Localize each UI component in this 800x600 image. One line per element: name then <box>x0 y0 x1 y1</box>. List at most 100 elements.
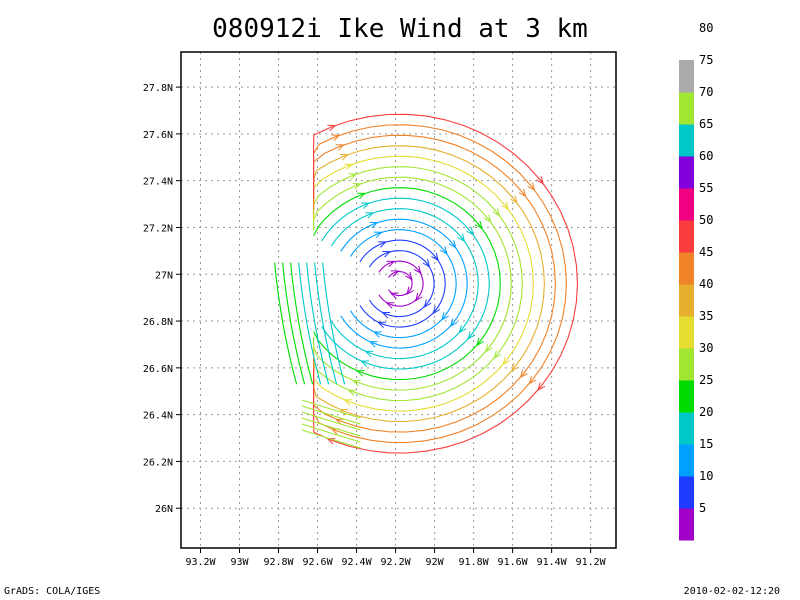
streamline-arrow <box>373 231 383 239</box>
colorbar-label: 20 <box>699 405 713 419</box>
streamline-arrow <box>415 292 423 302</box>
streamline-arrow <box>509 195 518 204</box>
y-tick-label: 26N <box>155 504 173 515</box>
streamline-arrow <box>441 312 449 321</box>
streamline-arrow <box>381 312 391 319</box>
streamline-arrow <box>390 270 400 277</box>
x-tick-label: 93W <box>230 557 249 568</box>
colorbar-label: 5 <box>699 501 706 515</box>
streamline-arrow <box>340 154 349 161</box>
streamline-arrow <box>327 124 337 132</box>
colorbar-swatch <box>679 92 694 125</box>
streamline-arrow <box>331 134 341 141</box>
streamline-arrow <box>335 144 345 151</box>
x-tick-label: 92W <box>426 557 445 568</box>
colorbar-label: 40 <box>699 277 713 291</box>
x-tick-label: 91.6W <box>498 557 529 568</box>
streamline <box>301 411 361 431</box>
streamline-arrow <box>360 360 370 367</box>
streamline-arrow <box>467 331 476 340</box>
streamline-arrow <box>343 399 353 406</box>
streamline <box>301 405 361 425</box>
streamline-arrow <box>364 350 374 358</box>
colorbar-swatch <box>679 284 694 317</box>
y-tick-label: 27N <box>155 270 173 281</box>
streamline-arrow <box>422 259 431 268</box>
streamline-arrow <box>389 292 399 299</box>
streamline-arrow <box>372 331 382 338</box>
colorbar-swatch <box>679 380 694 413</box>
streamline-arrow <box>365 212 375 219</box>
streamline <box>306 262 330 385</box>
x-tick-label: 92.4W <box>342 557 373 568</box>
streamline <box>313 155 534 412</box>
streamline-arrow <box>485 344 493 353</box>
chart-title: 080912i Ike Wind at 3 km <box>212 14 588 44</box>
y-tick-label: 27.8N <box>143 83 173 94</box>
streamline-arrow <box>458 324 467 334</box>
streamline <box>282 262 306 385</box>
y-axis-ticks: 26N 26.2N 26.4N 26.6N 26.8N 27N 27.2N 27.4N 27.6… <box>143 83 181 515</box>
streamline <box>298 262 322 385</box>
colorbar-label: 75 <box>699 53 713 67</box>
streamline-arrow <box>483 214 492 224</box>
colorbar-label: 70 <box>699 85 713 99</box>
streamline-arrow <box>466 227 474 236</box>
y-tick-label: 27.2N <box>143 223 173 234</box>
x-axis-ticks: 93.2W 93W 92.8W 92.6W 92.4W 92.2W 92W 91.8W 91.6… <box>185 548 607 568</box>
colorbar-swatch <box>679 412 694 445</box>
colorbar-label: 65 <box>699 117 713 131</box>
streamline-arrow <box>431 252 439 262</box>
streamline-arrow <box>527 182 536 191</box>
streamline-arrow <box>511 363 519 372</box>
streamline-arrow <box>368 341 378 348</box>
colorbar-label: 25 <box>699 373 713 387</box>
colorbar-label: 45 <box>699 245 713 259</box>
streamline <box>314 262 338 385</box>
streamline <box>313 113 579 454</box>
x-tick-label: 93.2W <box>185 557 216 568</box>
streamline <box>369 250 435 318</box>
streamline-arrow <box>518 188 527 198</box>
y-tick-label: 27.6N <box>143 130 173 141</box>
colorbar-swatch <box>679 316 694 349</box>
streamline-arrow <box>413 265 422 275</box>
x-tick-label: 92.2W <box>381 557 412 568</box>
streamline <box>322 262 346 385</box>
streamline-arrow <box>352 183 362 190</box>
streamline-layer <box>274 113 579 454</box>
streamline <box>301 429 361 449</box>
streamline-arrow <box>344 163 354 171</box>
streamline <box>349 229 457 339</box>
colorbar-swatch <box>679 220 694 253</box>
y-tick-label: 27.4N <box>143 177 173 188</box>
colorbar-label: 50 <box>699 213 713 227</box>
streamline <box>290 262 314 385</box>
colorbar-swatch <box>679 348 694 381</box>
streamline-arrow <box>385 302 395 309</box>
streamline-arrow <box>351 379 361 387</box>
streamline <box>301 399 361 419</box>
streamline-arrow <box>348 173 358 180</box>
streamline-arrow <box>528 376 537 385</box>
streamline-arrow <box>536 176 544 185</box>
colorbar-swatch <box>679 156 694 189</box>
y-tick-label: 26.2N <box>143 457 173 468</box>
streamline-arrow <box>501 201 509 211</box>
streamline-arrow <box>347 389 357 396</box>
streamline-arrow <box>356 192 366 200</box>
colorbar-swatch <box>679 508 694 541</box>
x-tick-label: 91.2W <box>576 557 607 568</box>
colorbar-swatch <box>679 252 694 285</box>
x-tick-label: 91.4W <box>537 557 568 568</box>
grads-credit: GrADS: COLA/IGES <box>4 586 101 597</box>
streamline-arrow <box>492 208 501 217</box>
streamline-arrow <box>450 318 458 328</box>
streamline <box>301 423 361 443</box>
streamline <box>330 208 479 360</box>
streamline-arrow <box>502 356 511 366</box>
colorbar-label: 60 <box>699 149 713 163</box>
colorbar-label: 55 <box>699 181 713 195</box>
colorbar-label: 30 <box>699 341 713 355</box>
